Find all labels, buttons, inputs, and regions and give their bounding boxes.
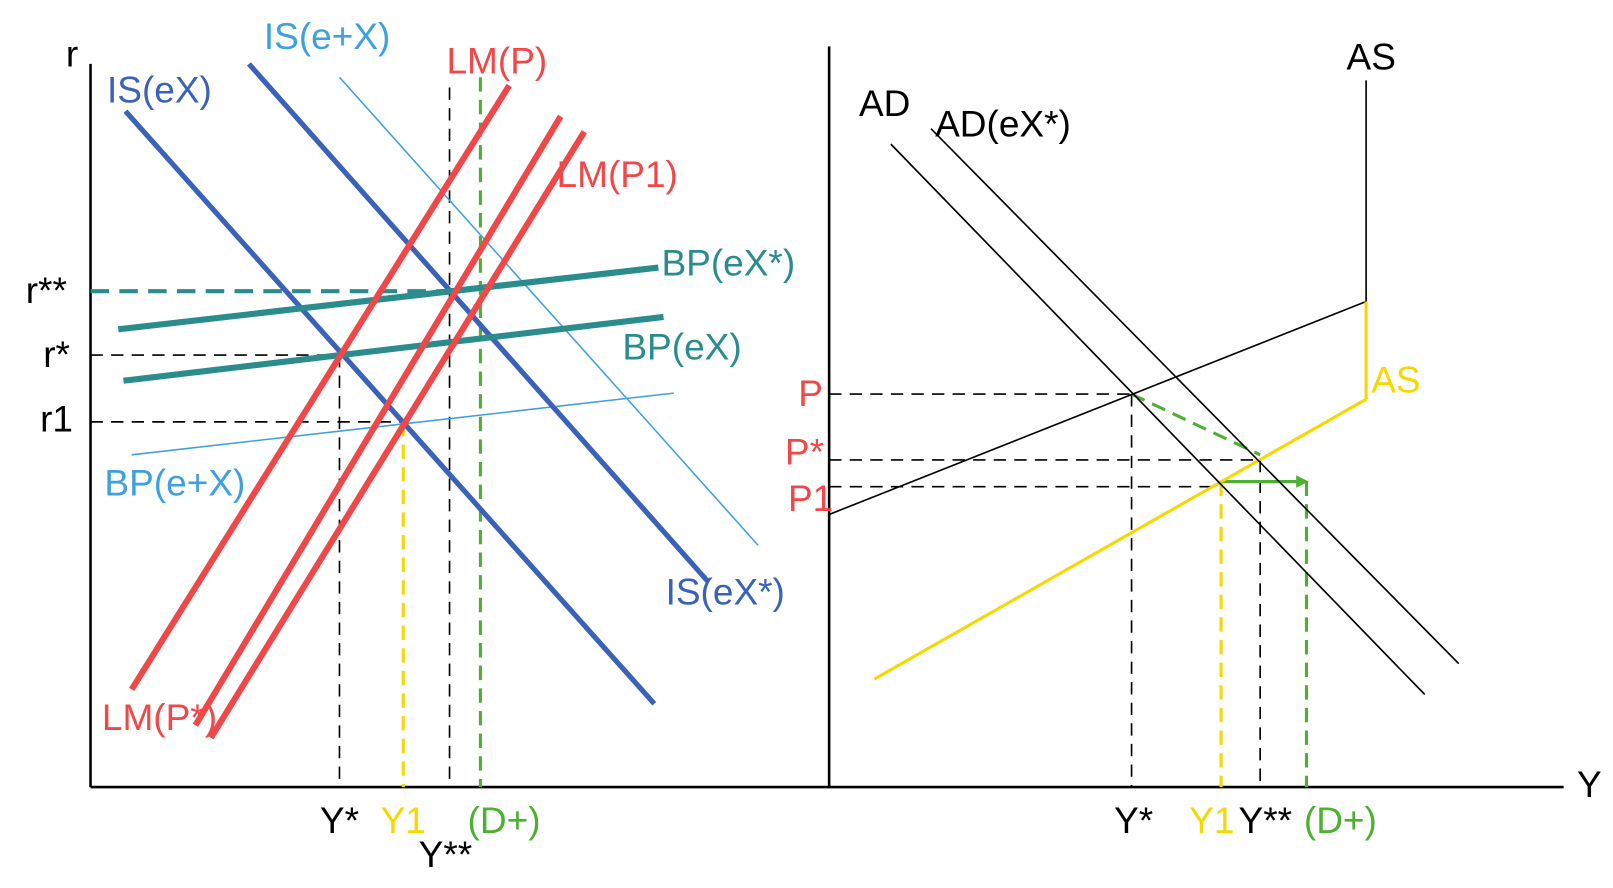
adjustment-path: [1130, 392, 1261, 457]
lm-p-line: [129, 83, 512, 691]
is-ex-star-line: [247, 62, 710, 584]
curve-label: AS: [1371, 359, 1420, 401]
curve-label: IS(eX*): [666, 570, 785, 612]
curve-label: LM(P): [446, 40, 547, 82]
as-yellow-line: [873, 397, 1367, 681]
curve-label: AD(eX*): [935, 102, 1071, 144]
y-label: P: [798, 372, 823, 414]
curve-label: LM(P*): [102, 696, 217, 738]
x-label: Y**: [1239, 799, 1293, 841]
y-label: P1: [788, 477, 833, 519]
arrow-head: [1296, 475, 1309, 488]
as-black-line: [828, 300, 1367, 516]
curve-label: AS: [1347, 36, 1396, 78]
is-ex-line: [123, 109, 657, 706]
curve-label: LM(P1): [557, 153, 678, 195]
bp-ex-star-line: [117, 264, 659, 333]
ad-ex-star-line: [930, 128, 1460, 665]
curve-label: AD: [859, 82, 910, 124]
x-label: (D+): [1304, 799, 1377, 841]
x-label: Y1: [381, 799, 426, 841]
curve-label: BP(e+X): [104, 461, 245, 503]
curve-label: BP(eX): [622, 326, 741, 368]
x-label: Y*: [320, 799, 359, 841]
x-label: Y*: [1114, 799, 1153, 841]
x-label: Y1: [1189, 799, 1234, 841]
lm-p-star-line: [192, 114, 564, 727]
x-label: (D+): [468, 799, 541, 841]
curve-label: IS(eX): [107, 68, 212, 110]
y-label: r**: [26, 269, 67, 311]
y-label: r1: [40, 398, 73, 440]
lm-p1-line: [208, 130, 587, 740]
bp-ex-line: [123, 313, 664, 384]
curve-label: BP(eX*): [661, 241, 795, 283]
y-label: r*: [43, 333, 70, 375]
axis-label: Y: [1577, 763, 1602, 805]
is-thin-line: [338, 76, 759, 546]
x-label: Y**: [419, 833, 473, 875]
curve-label: IS(e+X): [264, 15, 391, 57]
y-label: P*: [785, 431, 824, 473]
ad-line: [890, 143, 1426, 696]
axis-label: r: [66, 32, 78, 74]
